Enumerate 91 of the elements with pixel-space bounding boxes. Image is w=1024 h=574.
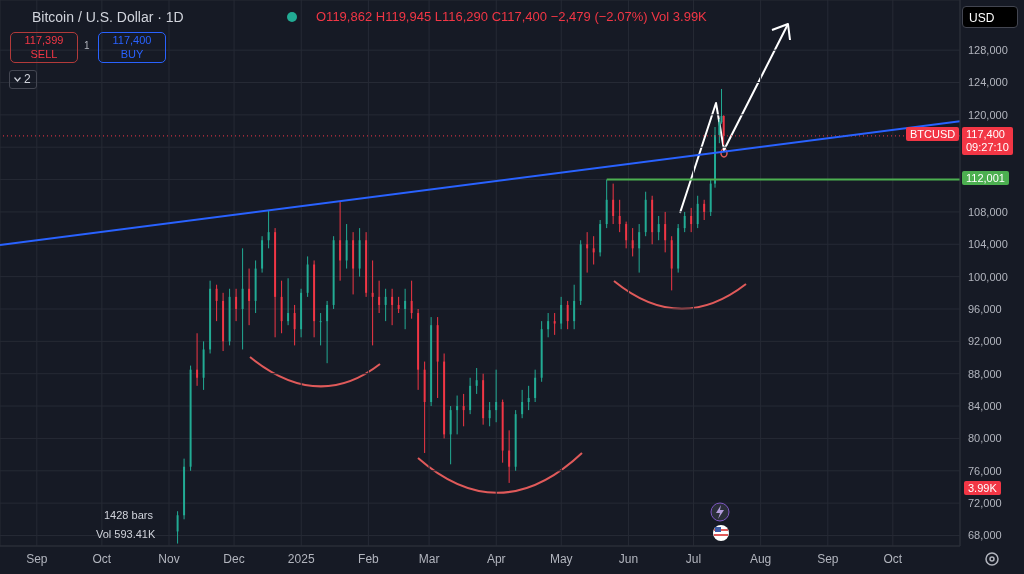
candlestick xyxy=(657,215,660,241)
x-tick-label: May xyxy=(549,551,573,566)
y-tick-label: 92,000 xyxy=(968,335,1002,348)
candlestick xyxy=(404,288,407,330)
candlestick xyxy=(714,126,716,189)
y-tick-label: 124,000 xyxy=(968,76,1008,89)
y-tick-label: 108,000 xyxy=(968,205,1008,218)
annotation: Vol 593.41K xyxy=(96,528,156,540)
candlestick xyxy=(287,277,290,326)
annotation: 1 xyxy=(84,40,90,51)
x-tick-label: Jun xyxy=(618,551,639,566)
y-tick-label: 88,000 xyxy=(968,367,1002,380)
candlestick xyxy=(384,288,387,322)
text: 09:27:10 xyxy=(966,140,1009,154)
candlestick xyxy=(391,288,394,326)
y-tick-label: 84,000 xyxy=(968,399,1002,412)
x-tick-label: Jul xyxy=(685,551,702,566)
candlestick xyxy=(196,332,199,387)
annotation: O119,862 H119,945 L116,290 C117,400 −2,479 (−2.07%) Vol 3.99K xyxy=(316,9,707,24)
y-tick-label: 80,000 xyxy=(968,432,1002,445)
y-tick-label: 96,000 xyxy=(968,302,1002,315)
candlestick xyxy=(690,207,693,233)
candlestick xyxy=(625,221,628,249)
x-tick-label: Sep xyxy=(26,551,48,566)
y-tick-label: 68,000 xyxy=(968,529,1002,542)
candlestick xyxy=(345,223,348,270)
candlestick xyxy=(267,209,270,249)
candlestick xyxy=(573,284,576,330)
x-tick-label: Aug xyxy=(749,551,772,566)
x-tick-label: Oct xyxy=(92,551,112,566)
candlestick xyxy=(618,199,621,233)
candlestick xyxy=(612,183,615,225)
candlestick xyxy=(176,510,179,545)
candlestick xyxy=(638,223,641,274)
candlestick xyxy=(319,312,322,346)
candlestick xyxy=(241,247,244,350)
candlestick xyxy=(248,268,251,326)
annotation: BTCUSD xyxy=(906,126,960,141)
candlestick xyxy=(696,195,699,229)
annotation: 117,400 xyxy=(111,33,153,47)
ref-line-label: 117,400 xyxy=(966,127,1006,141)
y-tick-label: 72,000 xyxy=(968,497,1002,510)
candlestick xyxy=(293,304,296,346)
x-tick-label: Dec xyxy=(223,551,245,566)
candlestick xyxy=(508,429,511,484)
annotation: 117,399 xyxy=(23,33,65,47)
annotation: SELL xyxy=(29,47,59,61)
text: USD xyxy=(962,6,1018,28)
candlestick xyxy=(592,235,595,266)
x-tick-label: Feb xyxy=(358,551,380,566)
candlestick xyxy=(560,296,563,330)
candlestick xyxy=(553,312,556,336)
candlestick xyxy=(475,367,478,395)
candlestick xyxy=(664,211,667,253)
x-tick-label: Apr xyxy=(486,551,506,566)
x-tick-label: Sep xyxy=(817,551,839,566)
y-tick-label: 128,000 xyxy=(968,44,1008,57)
candlestick xyxy=(566,300,569,330)
x-tick-label: Nov xyxy=(158,551,180,566)
text: 3.99K xyxy=(964,481,1001,495)
candlestick xyxy=(534,369,537,403)
candlestick xyxy=(631,227,634,257)
x-tick-label: Oct xyxy=(883,551,903,566)
annotation: BUY xyxy=(119,47,145,61)
candlestick xyxy=(527,385,530,411)
candlestick xyxy=(462,393,465,427)
candlestick xyxy=(456,395,459,435)
candlestick xyxy=(378,280,381,314)
candlestick xyxy=(521,389,524,419)
candlestick xyxy=(235,288,238,322)
text: 112,001 xyxy=(962,170,1009,185)
candlestick xyxy=(410,280,413,320)
candlestick xyxy=(683,211,686,233)
annotation: 1428 bars xyxy=(104,509,153,521)
y-tick-label: 76,000 xyxy=(968,464,1002,477)
candlestick xyxy=(495,369,498,423)
candlestick xyxy=(339,200,342,282)
text: Bitcoin / U.S. Dollar · 1D xyxy=(32,9,184,25)
x-tick-label: 2025 xyxy=(287,551,315,566)
candlestick xyxy=(547,312,550,338)
candlestick xyxy=(326,300,329,364)
x-tick-label: Mar xyxy=(418,551,440,566)
y-tick-label: 104,000 xyxy=(968,238,1008,251)
candlestick xyxy=(703,199,706,221)
y-tick-label: 120,000 xyxy=(968,108,1008,121)
y-tick-label: 100,000 xyxy=(968,270,1008,283)
candlestick xyxy=(371,259,374,346)
candlestick xyxy=(215,284,218,322)
candlestick xyxy=(586,231,589,274)
annotation: 2 xyxy=(24,71,31,88)
candlestick xyxy=(488,401,491,427)
